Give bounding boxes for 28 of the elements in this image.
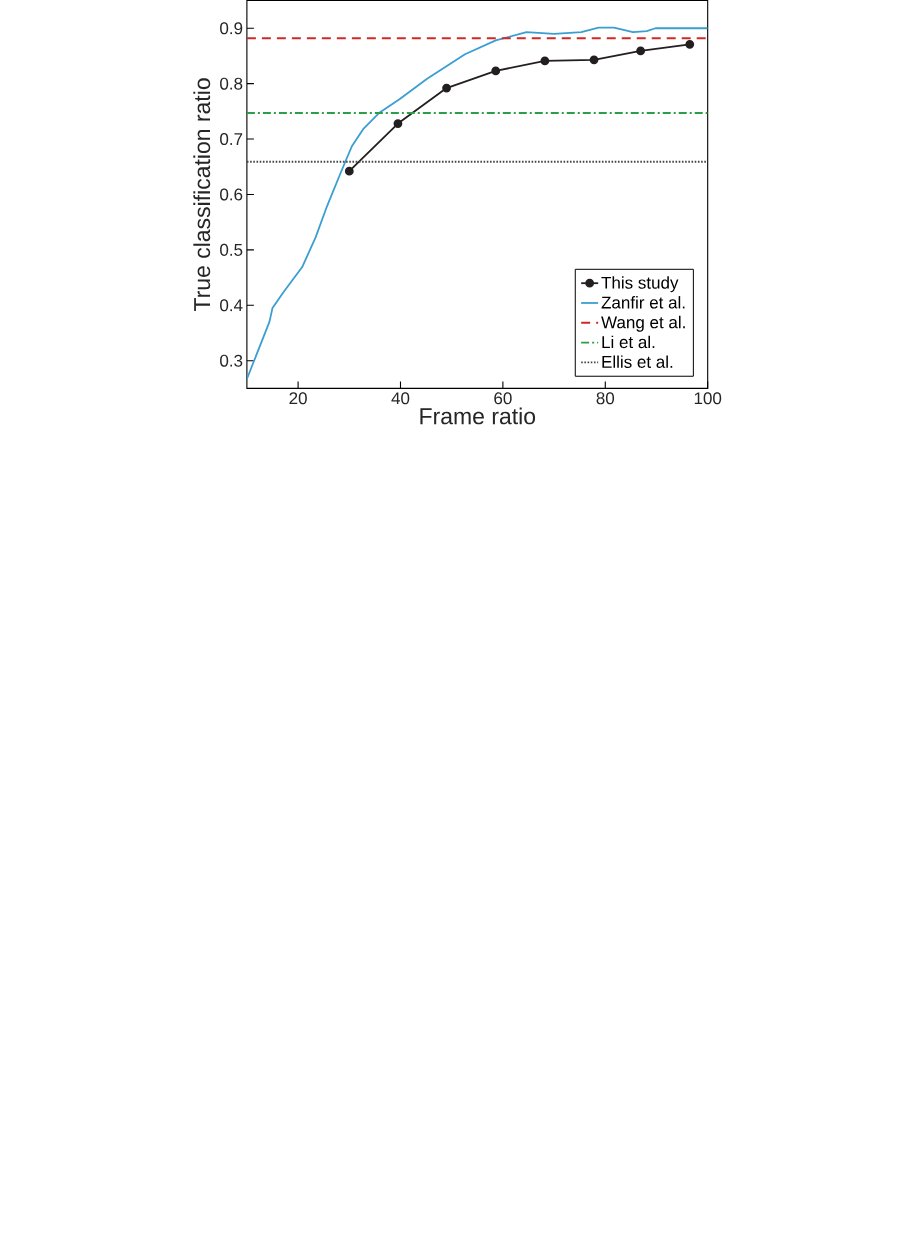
point: [589, 55, 599, 65]
point: [636, 46, 646, 56]
point: [491, 66, 501, 76]
legend-label: This study: [601, 276, 679, 293]
y-tick-label: 0.8: [220, 77, 243, 90]
point: [345, 166, 354, 176]
x-tick-label: 40: [391, 392, 410, 405]
y-tick-label: 0.9: [220, 22, 243, 35]
point: [685, 39, 695, 49]
y-tick-label: 0.3: [220, 354, 243, 367]
y-axis-title: True classification ratio: [193, 78, 211, 312]
y-tick-label: 0.5: [220, 243, 243, 256]
y-tick-label: 0.4: [220, 299, 243, 312]
legend-label: Wang et al.: [601, 315, 685, 332]
x-tick-label: 100: [695, 392, 722, 405]
x-tick-label: 60: [494, 392, 512, 405]
point: [393, 119, 403, 128]
point: [442, 83, 452, 93]
y-tick-label: 0.7: [220, 133, 243, 146]
legend-label: Li et al.: [602, 335, 655, 349]
x-axis-title: Frame ratio: [420, 407, 536, 425]
x-tick-label: 20: [289, 392, 308, 405]
legend-label: Zanfir et al.: [601, 296, 685, 309]
y-tick-label: 0.6: [220, 188, 243, 201]
legend-label: Ellis et al.: [602, 355, 673, 368]
line-series: [247, 26, 708, 380]
point: [540, 56, 550, 66]
x-tick-label: 80: [596, 392, 615, 405]
